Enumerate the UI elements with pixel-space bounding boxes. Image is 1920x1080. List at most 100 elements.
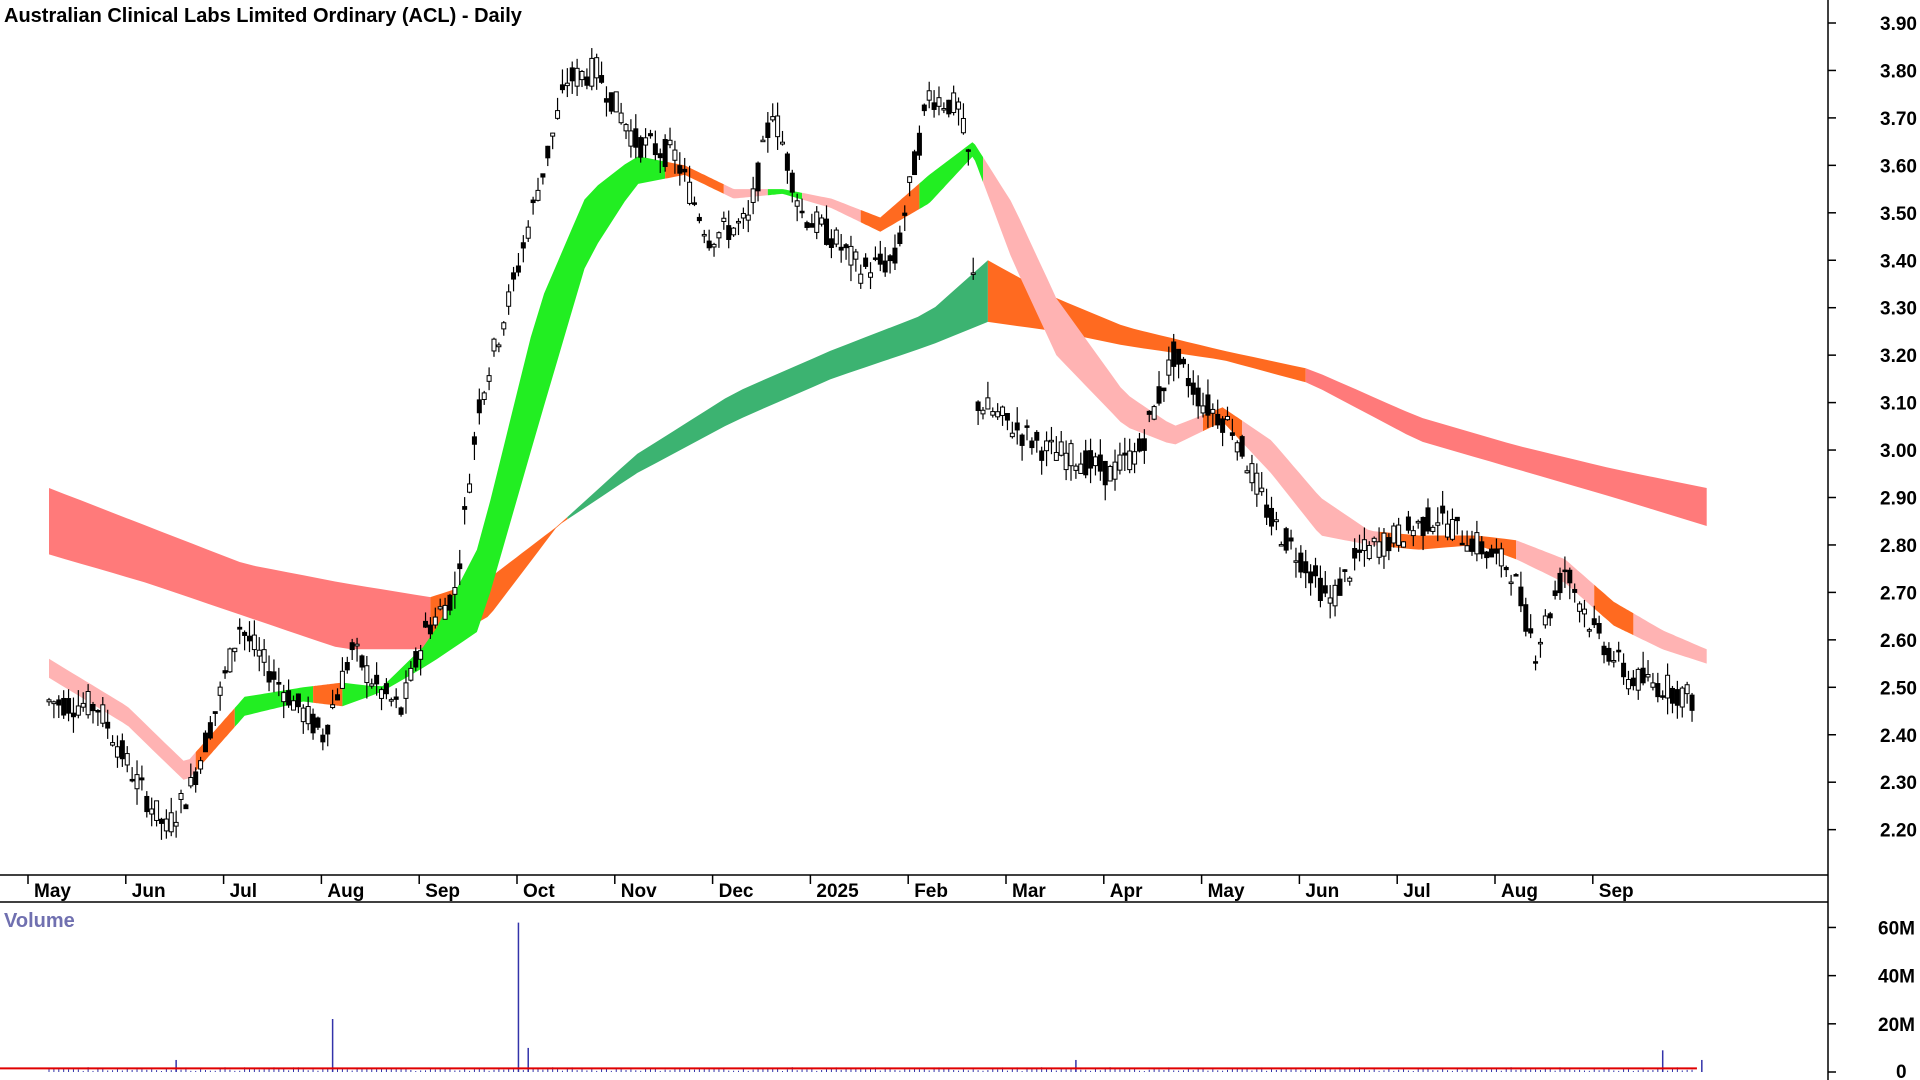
candle [1239, 434, 1245, 459]
candle-body [1596, 622, 1602, 634]
candle-body [1347, 577, 1353, 582]
candle [305, 696, 311, 731]
candle-body [46, 699, 52, 703]
candle [432, 607, 438, 629]
candle [491, 337, 497, 357]
candle [1249, 454, 1255, 492]
candle-body [872, 257, 878, 260]
candle [755, 161, 761, 202]
ribbon-segment [860, 183, 920, 232]
candle [1122, 437, 1128, 471]
candle [1141, 429, 1147, 464]
price-tick-label: 3.40 [1880, 251, 1917, 272]
candle-body [545, 145, 551, 159]
candle [1063, 440, 1069, 481]
candle-body [804, 222, 810, 228]
candle-body [237, 626, 243, 630]
candle-body [413, 651, 419, 668]
candle [1449, 508, 1455, 542]
candle [291, 695, 296, 711]
volume-tick-label: 20M [1878, 1015, 1915, 1036]
candle [393, 688, 399, 709]
candle-body [985, 397, 991, 410]
candle [1195, 375, 1201, 419]
candle [809, 213, 815, 228]
candle [1508, 574, 1514, 596]
price-tick-label: 2.90 [1880, 489, 1917, 510]
candle [1083, 439, 1089, 479]
candle [75, 690, 81, 719]
candle-body [1586, 629, 1592, 632]
candle-body [388, 699, 394, 702]
candle-body [833, 229, 839, 245]
candle [46, 697, 52, 706]
candle-body [1352, 548, 1358, 559]
candle [868, 262, 874, 290]
candle [946, 99, 952, 118]
candle-body [1479, 541, 1485, 555]
candle [682, 157, 688, 182]
candle-body [1420, 516, 1426, 536]
candle-body [1669, 687, 1675, 704]
candle [90, 701, 96, 724]
ribbon-segment [919, 142, 983, 209]
candle [281, 684, 287, 719]
candle-body [1547, 613, 1553, 619]
candle-body [1097, 454, 1103, 472]
candle [863, 253, 869, 269]
candle [496, 342, 502, 353]
candle-body [1112, 461, 1118, 480]
candle-body [1508, 581, 1514, 585]
candle-body [1493, 548, 1499, 554]
candle-body [364, 665, 370, 684]
candle [1293, 547, 1299, 578]
candle-body [110, 742, 116, 746]
candle-body [144, 795, 150, 813]
candle-body [1146, 410, 1152, 415]
candle-body [760, 139, 766, 143]
candle-body [735, 220, 741, 224]
candle [740, 207, 746, 229]
candle-body [506, 291, 512, 307]
candle [1224, 406, 1230, 421]
candle-body [232, 647, 238, 653]
candle [1097, 439, 1103, 481]
candle [574, 58, 580, 96]
candle [1513, 573, 1519, 577]
candle-body [555, 110, 561, 119]
candle [1053, 436, 1059, 461]
candle-body [1601, 645, 1607, 656]
candle-body [696, 216, 702, 222]
candle-body [1078, 463, 1084, 474]
candle-body [100, 704, 106, 724]
candle [1484, 550, 1490, 569]
candle [1572, 583, 1578, 603]
candle-body [907, 176, 913, 183]
candle [315, 716, 321, 730]
candle-body [1528, 628, 1534, 634]
candle-body [848, 245, 854, 266]
candle-body [1410, 530, 1416, 537]
candle-body [1019, 434, 1025, 446]
candle-body [1092, 456, 1098, 467]
candle [178, 789, 184, 814]
candle-body [432, 616, 438, 626]
time-axis-ticks: May Jun Jul Aug Sep Oct Nov Dec 2025 Feb Mar Apr May… [27, 875, 1634, 902]
candle [1669, 685, 1675, 714]
candle-body [916, 132, 922, 156]
candle-body [1459, 542, 1465, 546]
candle-body [662, 138, 668, 167]
candle [652, 130, 658, 161]
candle [858, 264, 864, 289]
candle-body [295, 693, 301, 708]
candle-body [814, 211, 820, 233]
candle-body [858, 273, 864, 284]
candle-body [1156, 386, 1162, 404]
candle [1210, 403, 1216, 428]
price-tick-label: 3.60 [1880, 156, 1917, 177]
month-tick-label: Sep [425, 881, 460, 902]
candle-body [980, 409, 986, 415]
candle [545, 145, 551, 167]
candle-body [936, 97, 942, 107]
